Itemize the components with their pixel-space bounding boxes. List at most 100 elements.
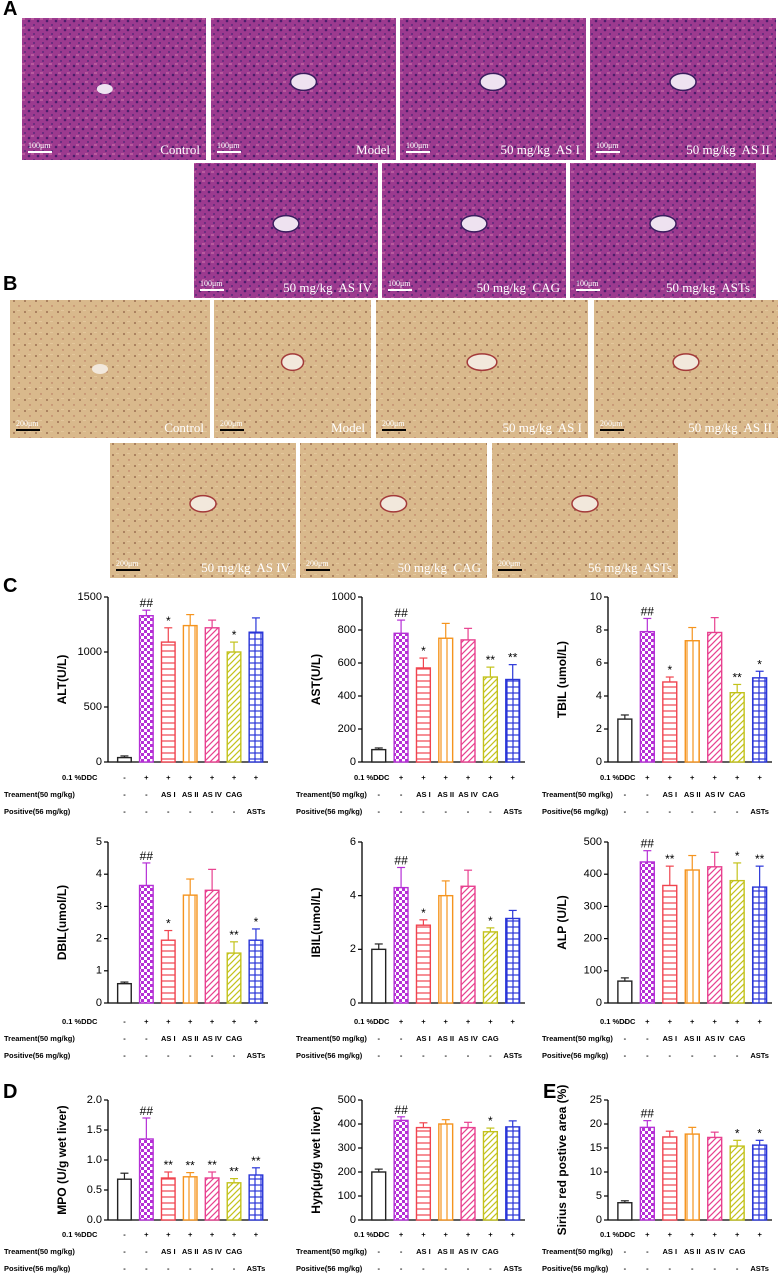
table-row-label: 0.1 %DDC bbox=[62, 1230, 98, 1239]
micrograph: 200μm 50 mg/kg AS IV bbox=[110, 443, 296, 578]
table-cell: - bbox=[467, 1051, 470, 1060]
table-cell: + bbox=[166, 1017, 171, 1026]
error-bar bbox=[464, 869, 473, 887]
table-cell: - bbox=[145, 807, 148, 816]
panel-letter: C bbox=[3, 575, 17, 597]
bar bbox=[371, 948, 387, 1004]
bar bbox=[751, 886, 768, 1004]
y-tick-label: 500 bbox=[584, 836, 602, 848]
table-cell: AS II bbox=[684, 790, 701, 799]
table-cell: + bbox=[188, 773, 193, 782]
image-label: 50 mg/kg AS I bbox=[501, 142, 580, 157]
table-cell: - bbox=[145, 1034, 148, 1043]
error-bar bbox=[397, 619, 406, 634]
y-tick-label: 600 bbox=[338, 657, 356, 669]
error-bar bbox=[643, 617, 652, 632]
error-bar bbox=[486, 666, 495, 678]
bar bbox=[482, 676, 499, 763]
panel-letter: E bbox=[543, 1081, 556, 1103]
table-cell: - bbox=[624, 790, 627, 799]
error-bar bbox=[397, 866, 406, 888]
table-cell: - bbox=[211, 807, 214, 816]
bar bbox=[438, 894, 454, 1004]
table-cell: - bbox=[400, 790, 403, 799]
bar bbox=[505, 1126, 521, 1221]
table-cell: CAG bbox=[729, 1034, 746, 1043]
table-cell: CAG bbox=[482, 1034, 499, 1043]
table-cell: - bbox=[211, 1051, 214, 1060]
bar bbox=[505, 678, 521, 763]
bar bbox=[248, 1174, 264, 1221]
table-cell: - bbox=[377, 807, 380, 816]
table-cell: AS I bbox=[416, 790, 431, 799]
significance-label: ** bbox=[186, 1159, 196, 1173]
panel-letter: B bbox=[3, 273, 17, 295]
image-label: Model bbox=[356, 142, 390, 157]
table-cell: + bbox=[210, 1230, 215, 1239]
bar-chart: 0 100 200 300 400 500 ALP (U/L) - - - ## + - - ** + AS I… bbox=[542, 836, 772, 1060]
table-cell: AS IV bbox=[705, 1034, 725, 1043]
table-cell: AS I bbox=[416, 1034, 431, 1043]
y-tick-label: 0 bbox=[96, 997, 102, 1009]
table-cell: + bbox=[466, 1017, 471, 1026]
table-cell: + bbox=[254, 1017, 259, 1026]
significance-label: * bbox=[735, 1126, 740, 1140]
table-cell: + bbox=[511, 1230, 516, 1239]
y-tick-label: 2 bbox=[96, 933, 102, 945]
bar bbox=[662, 884, 678, 1004]
table-cell: AS IV bbox=[458, 1034, 478, 1043]
vessel bbox=[669, 72, 697, 92]
table-row-label: 0.1 %DDC bbox=[354, 1230, 390, 1239]
bar bbox=[505, 917, 521, 1004]
bar bbox=[482, 1130, 499, 1221]
table-cell: + bbox=[399, 1230, 404, 1239]
table-cell: - bbox=[669, 1051, 672, 1060]
table-cell: - bbox=[145, 1051, 148, 1060]
error-bar bbox=[208, 868, 217, 891]
scale-label: 100μm bbox=[28, 141, 51, 150]
table-cell: - bbox=[123, 1264, 126, 1273]
table-cell: - bbox=[624, 1051, 627, 1060]
image-label: 50 mg/kg AS IV bbox=[283, 280, 372, 295]
table-row-label: 0.1 %DDC bbox=[354, 1017, 390, 1026]
y-tick-label: 2 bbox=[350, 943, 356, 955]
bar bbox=[415, 924, 432, 1004]
bar bbox=[460, 1126, 476, 1221]
table-cell: + bbox=[399, 1017, 404, 1026]
table-cell: + bbox=[232, 1017, 237, 1026]
table-cell: - bbox=[646, 1264, 649, 1273]
error-bar bbox=[186, 1171, 195, 1177]
table-cell: - bbox=[646, 1051, 649, 1060]
table-row-label: Treament(50 mg/kg) bbox=[4, 1034, 75, 1043]
table-cell: - bbox=[400, 1247, 403, 1256]
y-tick-label: 6 bbox=[350, 836, 356, 848]
y-tick-label: 1.5 bbox=[87, 1124, 102, 1136]
error-bar bbox=[419, 919, 428, 926]
table-cell: AS I bbox=[161, 790, 176, 799]
table-cell: - bbox=[467, 1264, 470, 1273]
scale-label: 100μm bbox=[388, 279, 411, 288]
y-tick-label: 1500 bbox=[78, 591, 102, 603]
table-cell: CAG bbox=[226, 1034, 243, 1043]
table-cell: - bbox=[400, 1264, 403, 1273]
table-cell: + bbox=[444, 1230, 449, 1239]
error-bar bbox=[142, 609, 151, 616]
scale-label: 200μm bbox=[600, 419, 623, 428]
table-cell: - bbox=[233, 1051, 236, 1060]
table-cell: + bbox=[757, 773, 762, 782]
error-bar bbox=[508, 909, 517, 919]
significance-label: ** bbox=[229, 928, 239, 942]
y-tick-label: 500 bbox=[338, 1094, 356, 1106]
error-bar bbox=[643, 1120, 652, 1128]
scale-label: 200μm bbox=[498, 559, 521, 568]
table-cell: ASTs bbox=[247, 1264, 266, 1273]
vessel bbox=[96, 84, 113, 94]
table-cell: + bbox=[757, 1017, 762, 1026]
table-cell: + bbox=[668, 773, 673, 782]
table-cell: + bbox=[144, 1230, 149, 1239]
bar-chart: 0 200 400 600 800 1000 AST(U/L) - - - ## + - - * + AS I -… bbox=[296, 591, 525, 816]
bar bbox=[460, 885, 476, 1004]
significance-label: * bbox=[166, 614, 171, 628]
table-row-label: 0.1 %DDC bbox=[62, 1017, 98, 1026]
table-cell: + bbox=[690, 1230, 695, 1239]
